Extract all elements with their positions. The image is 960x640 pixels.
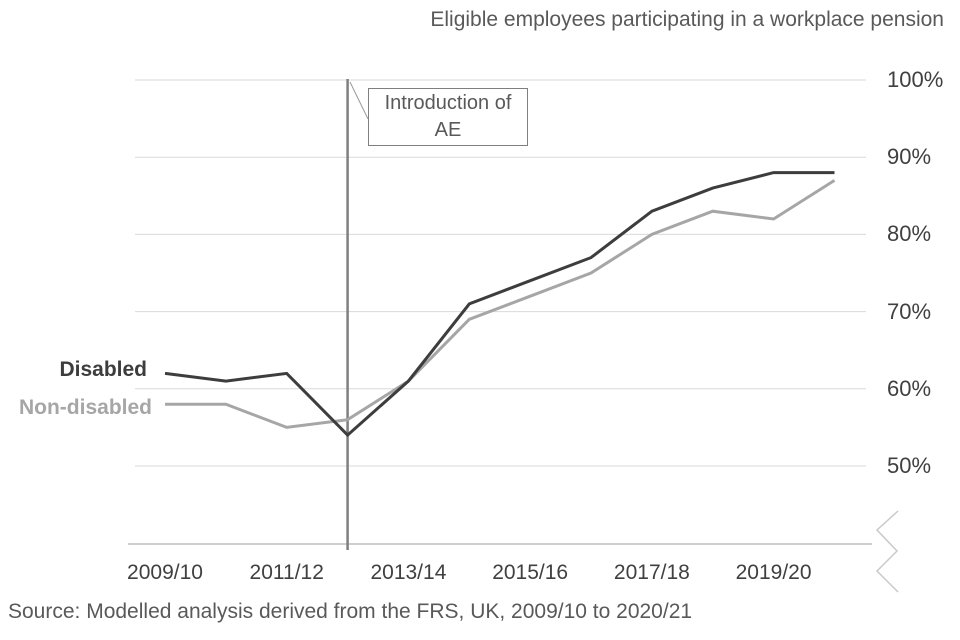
gridlines [135, 79, 866, 467]
x-tick-label: 2015/16 [492, 561, 569, 584]
y-tick-label: 70% [887, 298, 932, 324]
y-tick-label: 50% [887, 453, 932, 478]
x-tick-label: 2013/14 [370, 561, 447, 584]
x-tick-label: 2019/20 [735, 561, 812, 584]
legend-label-disabled: Disabled [59, 358, 147, 381]
y-tick-label: 60% [887, 375, 932, 401]
legend-label-non-disabled: Non-disabled [18, 396, 152, 419]
y-axis-break-zigzag [875, 510, 899, 593]
x-tick-label: 2011/12 [249, 561, 324, 584]
annotation-leader-line [349, 81, 369, 120]
ae-annotation-box: Introduction of AE [368, 88, 528, 146]
chart-title: Eligible employees participating in a wo… [430, 8, 944, 31]
ae-annotation-text: Introduction of AE [384, 92, 512, 141]
source-note: Source: Modelled analysis derived from t… [8, 600, 693, 623]
y-tick-label: 100% [887, 67, 944, 92]
x-tick-label: 2009/10 [127, 561, 203, 584]
y-tick-label: 90% [887, 144, 932, 170]
line-non-disabled [165, 179, 836, 429]
y-tick-label: 80% [887, 221, 932, 247]
x-tick-label: 2017/18 [613, 561, 690, 584]
line-disabled [164, 171, 835, 438]
